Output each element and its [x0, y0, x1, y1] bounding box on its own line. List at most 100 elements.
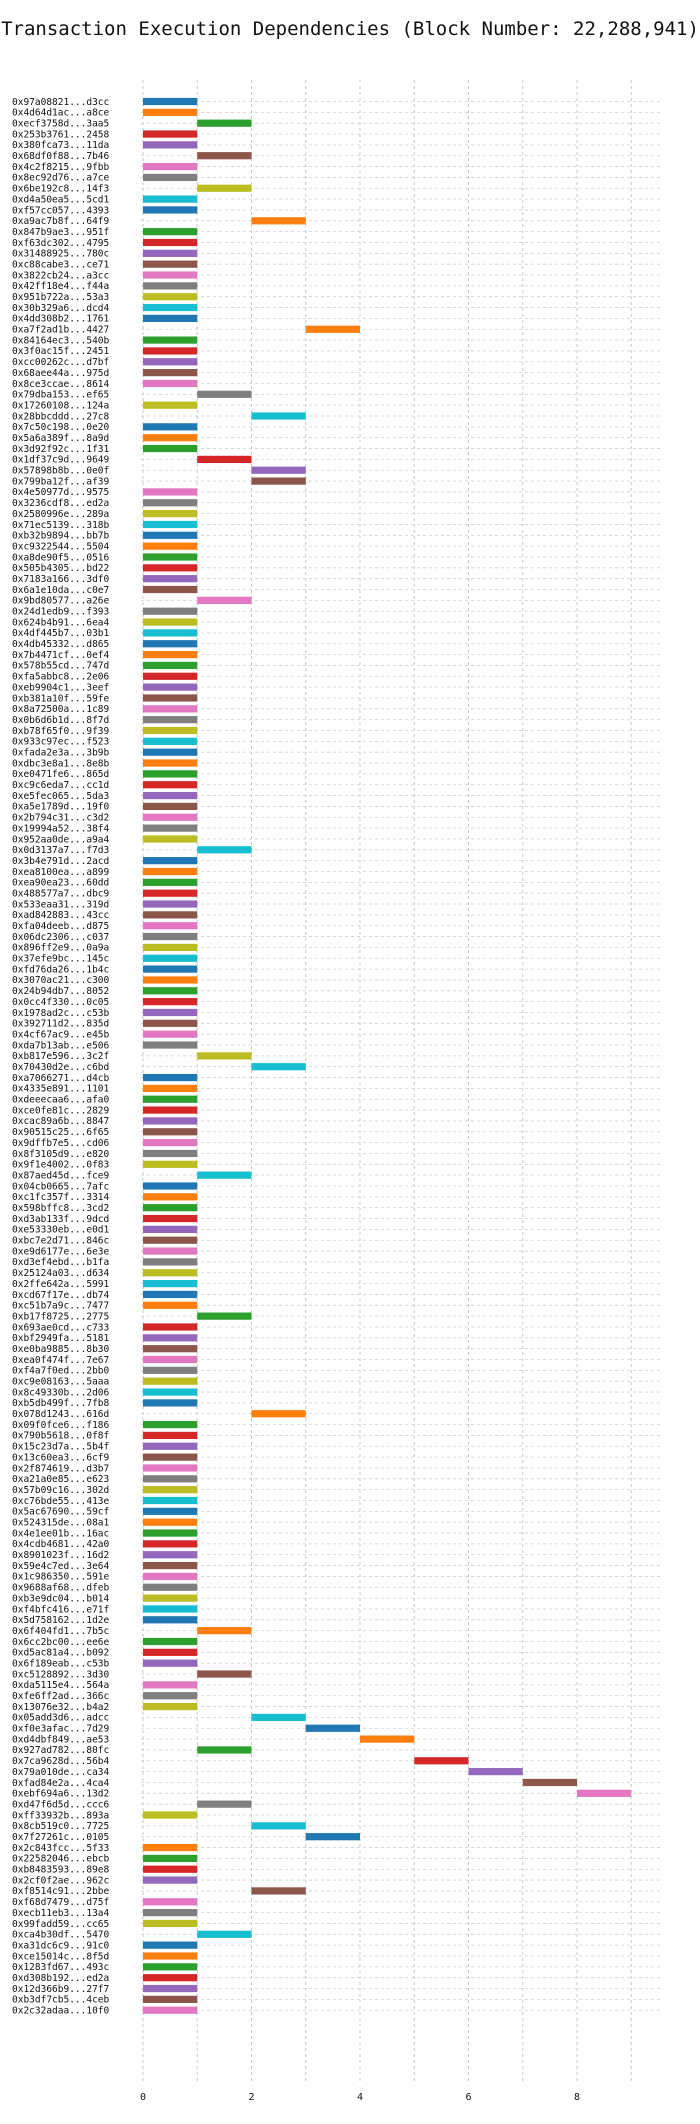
transaction-label: 0x6f404fd1...7b5c: [12, 1626, 109, 1637]
transaction-bar: [143, 1345, 198, 1353]
transaction-label: 0x97a08821...d3cc: [12, 97, 109, 108]
transaction-label: 0xa31dc6c9...91c0: [12, 1940, 110, 1951]
transaction-label: 0x2580996e...289a: [12, 509, 109, 520]
transaction-label: 0xa7066271...d4cb: [12, 1073, 110, 1084]
transaction-bar: [305, 325, 360, 333]
transaction-bar: [197, 390, 252, 398]
transaction-label: 0xfada2e3a...3b9b: [12, 748, 110, 759]
transaction-bar: [143, 791, 198, 800]
transaction-bar: [143, 1475, 198, 1483]
transaction-bar: [143, 1247, 198, 1255]
transaction-bar: [143, 1507, 198, 1515]
transaction-bar: [143, 1041, 198, 1049]
transaction-label: 0x71ec5139...318b: [12, 520, 110, 531]
transaction-label: 0x37efe9bc...145c: [12, 954, 109, 965]
transaction-bar: [197, 119, 252, 127]
transaction-label: 0x9dffb7e5...cd06: [12, 1138, 110, 1149]
transaction-label: 0x04cb0665...7afc: [12, 1181, 109, 1192]
transaction-bar: [143, 1486, 198, 1494]
transaction-bar: [143, 1334, 198, 1342]
transaction-bar: [197, 455, 252, 463]
transaction-bar: [143, 260, 198, 268]
transaction-bar: [197, 1930, 252, 1938]
transaction-bar: [143, 1193, 198, 1201]
transaction-label: 0x3d92f92c...1f31: [12, 444, 110, 455]
transaction-label: 0xa21a0e85...e623: [12, 1474, 109, 1485]
transaction-bar: [143, 162, 198, 171]
transaction-label: 0x68aee44a...975d: [12, 368, 109, 379]
transaction-label: 0x4e50977d...9575: [12, 487, 109, 498]
transaction-bar: [143, 444, 198, 453]
transaction-label: 0xea8100ea...a899: [12, 867, 110, 878]
transaction-bar: [143, 1290, 198, 1299]
transaction-label: 0xca4b30df...5470: [12, 1930, 110, 1941]
transaction-bar: [143, 1572, 198, 1581]
transaction-label: 0x5ac67690...59cf: [12, 1507, 109, 1518]
transaction-label: 0x524315de...08a1: [12, 1517, 110, 1528]
transaction-bar: [251, 1713, 306, 1722]
transaction-bar: [143, 1995, 198, 2003]
transaction-bar: [143, 238, 198, 247]
transaction-bar: [251, 412, 306, 420]
transaction-bar: [143, 1420, 198, 1429]
transaction-bar: [143, 1453, 198, 1461]
transaction-label: 0x6f189eab...c53b: [12, 1658, 110, 1669]
transaction-label: 0x927ad782...80fc: [12, 1745, 109, 1756]
transaction-label: 0x28bbcddd...27c8: [12, 411, 110, 422]
x-tick-label: 8: [574, 2092, 580, 2103]
transaction-bar: [143, 1692, 198, 1700]
transaction-bar: [143, 1919, 198, 1928]
transaction-bar: [143, 650, 198, 659]
transaction-label: 0x13076e32...b4a2: [12, 1702, 109, 1713]
transaction-bar: [143, 998, 198, 1006]
x-tick-label: 0: [140, 2092, 146, 2103]
transaction-label: 0x578b55cd...747d: [12, 661, 109, 672]
transaction-label: 0x7b4471cf...0ef4: [12, 650, 110, 661]
transaction-bar: [197, 184, 252, 192]
transaction-bar: [143, 531, 198, 539]
transaction-bar: [143, 1464, 198, 1472]
transaction-label: 0xd5ac81a4...b092: [12, 1648, 109, 1659]
transaction-label: 0x4cdb4681...42a0: [12, 1539, 110, 1550]
transaction-label: 0x2cf0f2ae...962c: [12, 1875, 109, 1886]
transaction-bar: [143, 943, 198, 952]
transaction-bar: [197, 1312, 252, 1320]
transaction-bar: [143, 1008, 198, 1017]
transaction-bar: [143, 1377, 198, 1385]
transaction-label: 0x693ae0cd...c733: [12, 1322, 109, 1333]
y-tick-labels: 0x97a08821...d3cc0x4d64d1ac...a8ce0xecf3…: [12, 97, 110, 2017]
transaction-label: 0x078d1243...616d: [12, 1409, 109, 1420]
transaction-bar: [305, 1833, 360, 1841]
chart-title: Transaction Execution Dependencies (Bloc…: [1, 18, 699, 40]
transaction-bar: [143, 965, 198, 973]
transaction-bar: [143, 1128, 198, 1136]
transaction-bar: [143, 1648, 198, 1656]
transaction-label: 0x799ba12f...af39: [12, 476, 110, 487]
transaction-label: 0xd3ef4ebd...b1fa: [12, 1257, 109, 1268]
transaction-bar: [143, 303, 198, 312]
transaction-label: 0x7c50c198...0e20: [12, 422, 110, 433]
transaction-label: 0x3822cb24...a3cc: [12, 270, 109, 281]
transaction-label: 0x12d366b9...27f7: [12, 1984, 109, 1995]
transaction-label: 0x253b3761...2458: [12, 129, 110, 140]
transaction-bar: [143, 1616, 198, 1624]
transaction-bar: [143, 1258, 198, 1266]
transaction-label: 0xfd76da26...1b4c: [12, 964, 109, 975]
transaction-bar: [577, 1789, 632, 1797]
transaction-bar: [143, 661, 198, 670]
transaction-label: 0x2b794c31...c3d2: [12, 813, 109, 824]
transaction-label: 0x09f0fce6...f186: [12, 1420, 110, 1431]
transaction-label: 0x22582046...ebcb: [12, 1854, 110, 1865]
transaction-label: 0x4df445b7...03b1: [12, 628, 110, 639]
transaction-label: 0x6be192c8...14f3: [12, 184, 109, 195]
transaction-bar: [143, 1876, 198, 1884]
transaction-label: 0xa9ac7b8f...64f9: [12, 216, 110, 227]
transaction-label: 0xb3df7cb5...4ceb: [12, 1995, 110, 2006]
transaction-label: 0x5d758162...1d2e: [12, 1615, 110, 1626]
transaction-label: 0x790b5618...0f8f: [12, 1431, 109, 1442]
transaction-label: 0x57b09c16...302d: [12, 1485, 109, 1496]
transaction-label: 0xce15014c...8f5d: [12, 1951, 109, 1962]
transaction-label: 0xd4dbf849...ae53: [12, 1734, 109, 1745]
transaction-bar: [251, 1822, 306, 1830]
